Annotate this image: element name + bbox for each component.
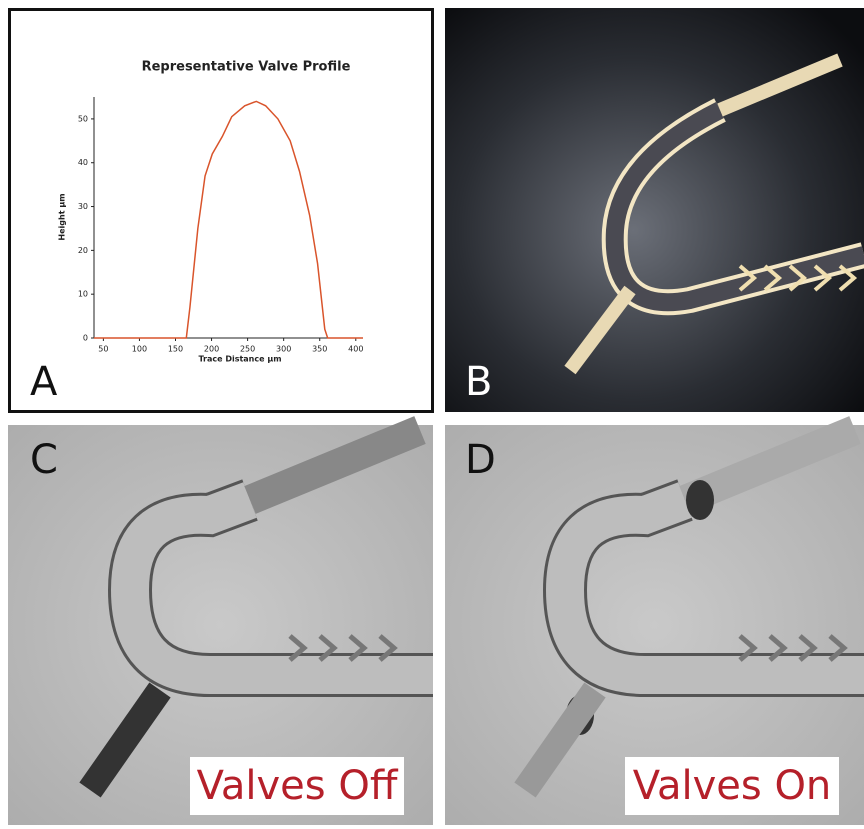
chart-title: Representative Valve Profile xyxy=(142,60,351,75)
x-tick-label: 200 xyxy=(204,345,219,354)
caption: Valves On xyxy=(633,763,832,809)
x-tick-label: 150 xyxy=(168,345,183,354)
panel-b-image xyxy=(445,8,864,412)
page: Representative Valve Profile Trace Dista… xyxy=(0,0,864,825)
x-tick-label: 50 xyxy=(98,345,108,354)
x-tick-label: 100 xyxy=(132,345,147,354)
panel-label: A xyxy=(30,359,58,405)
y-tick-label: 50 xyxy=(78,114,88,123)
panel-label: C xyxy=(30,437,58,483)
panel-label: D xyxy=(465,437,496,483)
y-tick-label: 40 xyxy=(78,158,88,167)
panel-label: B xyxy=(465,359,492,405)
figure: Representative Valve Profile Trace Dista… xyxy=(0,0,864,825)
caption: Valves Off xyxy=(197,763,399,809)
x-axis-label: Trace Distance µm xyxy=(198,355,281,364)
x-tick-label: 350 xyxy=(312,345,327,354)
y-tick-label: 30 xyxy=(78,202,88,211)
y-tick-label: 20 xyxy=(78,246,88,255)
y-axis-label: Height µm xyxy=(58,193,67,240)
x-tick-label: 400 xyxy=(348,345,363,354)
x-tick-label: 300 xyxy=(276,345,291,354)
y-tick-label: 10 xyxy=(78,290,88,299)
y-tick-label: 0 xyxy=(83,334,88,343)
x-tick-label: 250 xyxy=(240,345,255,354)
